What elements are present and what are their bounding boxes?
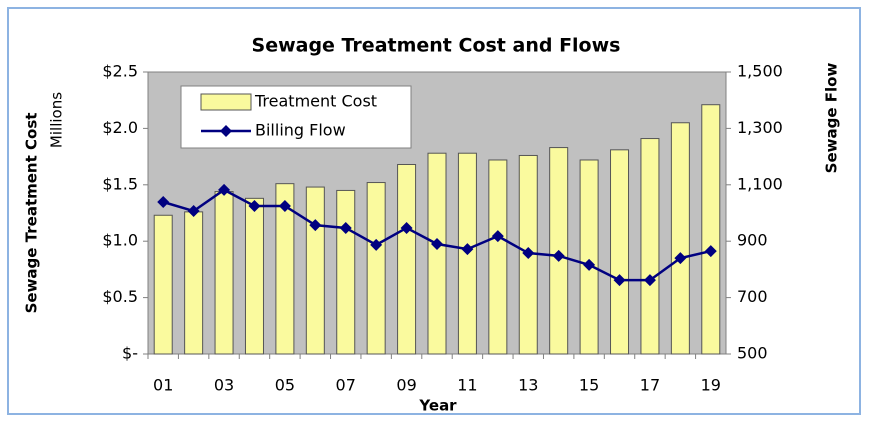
y-tick-label: $2.5: [102, 62, 138, 81]
y-tick-label: $-: [122, 344, 138, 363]
x-tick-label: 03: [214, 376, 234, 395]
x-tick-label: 13: [518, 376, 538, 395]
line-marker: [704, 245, 717, 258]
legend-swatch: [200, 93, 252, 111]
bar: [670, 122, 690, 355]
chart-title: Sewage Treatment Cost and Flows: [252, 35, 621, 57]
y2-tick-label: 900: [737, 231, 768, 250]
x-tick-label: 01: [153, 376, 173, 395]
line-marker: [583, 258, 596, 271]
x-tick-label: 17: [640, 376, 660, 395]
line-marker: [613, 274, 626, 287]
y-axis-unit: Millions: [48, 92, 66, 148]
x-tick-label: 09: [396, 376, 416, 395]
bar: [397, 163, 417, 355]
bar: [427, 152, 447, 355]
legend-label: Billing Flow: [255, 121, 346, 140]
bar: [610, 149, 630, 355]
y2-tick-label: 1,500: [737, 62, 783, 81]
line-marker: [400, 221, 413, 234]
line-marker: [218, 183, 231, 196]
x-axis-title: Year: [418, 397, 457, 415]
line-marker: [187, 205, 200, 218]
y2-axis-title: Sewage Flow: [823, 63, 841, 174]
x-tick-label: 15: [579, 376, 599, 395]
bar: [244, 197, 264, 355]
y-tick-label: $2.0: [102, 118, 138, 137]
bar: [579, 159, 599, 355]
line-marker: [339, 221, 352, 234]
line-marker: [643, 274, 656, 287]
bar: [305, 186, 325, 355]
y2-tick-label: 500: [737, 344, 768, 363]
bar: [488, 159, 508, 355]
bar: [336, 189, 356, 355]
y-tick-label: $1.0: [102, 231, 138, 250]
x-tick-label: 11: [457, 376, 477, 395]
x-tick-label: 07: [336, 376, 356, 395]
line-marker: [522, 247, 535, 260]
bar: [153, 214, 173, 355]
y-axis-title: Sewage Treatment Cost: [23, 113, 41, 314]
y2-tick-label: 1,300: [737, 118, 783, 137]
y2-tick-label: 700: [737, 287, 768, 306]
line-marker: [491, 230, 504, 243]
bar: [640, 138, 660, 355]
y-tick-label: $1.5: [102, 174, 138, 193]
line-marker: [674, 252, 687, 265]
line-marker: [431, 238, 443, 251]
line-marker: [552, 249, 565, 262]
y-tick-label: $0.5: [102, 287, 138, 306]
bar: [275, 183, 295, 355]
x-tick-label: 05: [275, 376, 295, 395]
bar: [184, 211, 204, 355]
line-marker: [370, 238, 383, 251]
legend-label: Treatment Cost: [254, 92, 377, 111]
y2-tick-label: 1,100: [737, 174, 783, 193]
x-tick-label: 19: [701, 376, 721, 395]
legend-marker: [220, 125, 232, 137]
bar: [366, 182, 386, 355]
line-marker: [248, 199, 261, 212]
line-marker: [461, 243, 474, 256]
bar: [214, 191, 234, 355]
line-marker: [278, 199, 291, 212]
line-marker: [157, 196, 170, 209]
bar: [701, 104, 721, 355]
line-marker: [309, 219, 322, 232]
